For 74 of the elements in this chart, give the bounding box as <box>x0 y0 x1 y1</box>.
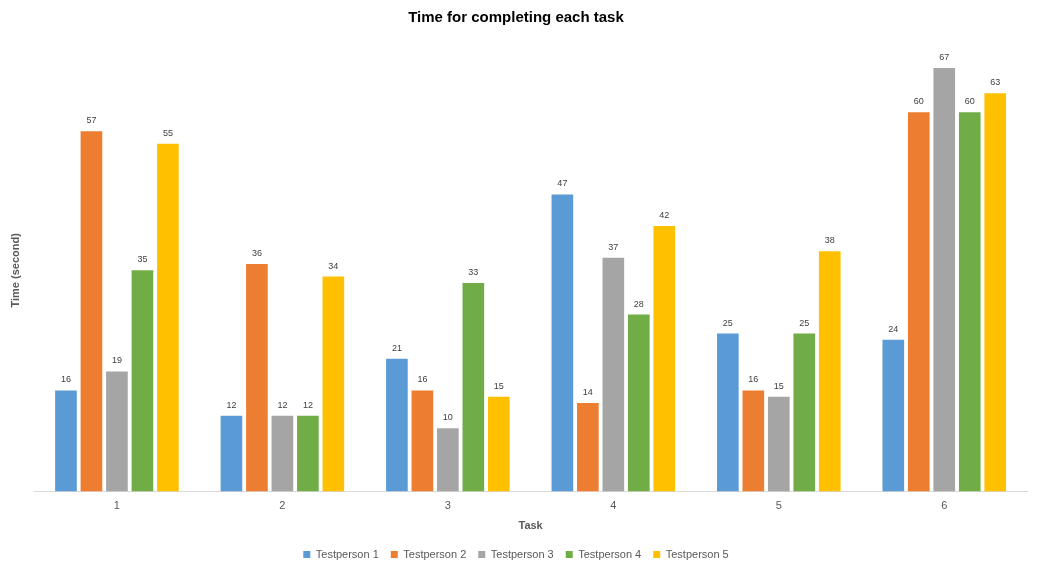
data-label: 55 <box>162 127 173 138</box>
x-tick-label: 4 <box>610 499 617 512</box>
data-label: 60 <box>913 96 924 107</box>
y-axis-title: Time (second) <box>8 232 21 308</box>
bar <box>577 403 599 492</box>
bar <box>818 251 841 492</box>
bar <box>157 143 179 492</box>
bar <box>627 314 650 492</box>
data-label: 38 <box>824 235 835 246</box>
bar <box>386 358 408 492</box>
bar <box>80 131 103 492</box>
data-label: 12 <box>226 399 237 410</box>
legend-label: Testperson 5 <box>665 547 729 560</box>
data-label: 19 <box>111 355 122 366</box>
bar <box>907 112 930 492</box>
bar <box>297 415 319 492</box>
bar <box>793 333 816 492</box>
data-label: 42 <box>659 210 670 221</box>
legend-label: Testperson 3 <box>490 547 554 560</box>
bar <box>602 257 625 492</box>
data-label: 47 <box>557 178 568 189</box>
legend-label: Testperson 2 <box>403 547 467 560</box>
bar <box>106 371 128 492</box>
bar <box>411 390 434 492</box>
data-label: 16 <box>748 374 759 385</box>
bar <box>488 396 510 492</box>
x-tick-label: 5 <box>775 499 782 512</box>
bar <box>767 396 790 492</box>
data-label: 35 <box>137 254 148 265</box>
x-tick-label: 6 <box>941 499 948 512</box>
legend-label: Testperson 4 <box>578 547 642 560</box>
bar <box>271 415 294 492</box>
bar <box>462 282 485 492</box>
data-label: 36 <box>251 247 262 258</box>
bar <box>55 390 77 492</box>
data-label: 10 <box>442 412 453 423</box>
data-label: 57 <box>86 115 97 126</box>
data-label: 16 <box>417 374 428 385</box>
x-tick-label: 2 <box>279 499 286 512</box>
data-label: 37 <box>608 241 619 252</box>
data-label: 21 <box>391 342 402 353</box>
bar <box>717 333 739 492</box>
bar <box>742 390 765 492</box>
bar <box>958 112 981 492</box>
data-label: 28 <box>633 298 644 309</box>
data-label: 34 <box>328 260 339 271</box>
bar <box>551 194 574 492</box>
bar <box>131 270 154 492</box>
data-label: 63 <box>990 77 1001 88</box>
data-label: 60 <box>964 96 975 107</box>
bar <box>653 226 676 492</box>
bar <box>437 428 459 492</box>
data-label: 25 <box>799 317 810 328</box>
bar <box>322 276 345 492</box>
data-label: 16 <box>60 374 71 385</box>
bar <box>220 415 243 492</box>
x-axis-title: Task <box>518 519 544 532</box>
bar <box>933 67 956 492</box>
x-tick-label: 3 <box>444 499 451 512</box>
data-label: 67 <box>939 51 950 62</box>
x-tick-label: 1 <box>113 499 120 512</box>
bar <box>882 339 905 492</box>
bar <box>984 93 1007 492</box>
chart-title: Time for completing each task <box>408 8 625 26</box>
data-label: 12 <box>277 399 288 410</box>
data-label: 25 <box>722 317 733 328</box>
data-label: 12 <box>302 399 313 410</box>
data-label: 15 <box>773 380 784 391</box>
bar <box>246 263 268 492</box>
data-label: 15 <box>493 380 504 391</box>
legend-label: Testperson 1 <box>315 547 379 560</box>
data-label: 14 <box>582 387 593 398</box>
data-label: 24 <box>888 323 899 334</box>
data-label: 33 <box>468 266 479 277</box>
